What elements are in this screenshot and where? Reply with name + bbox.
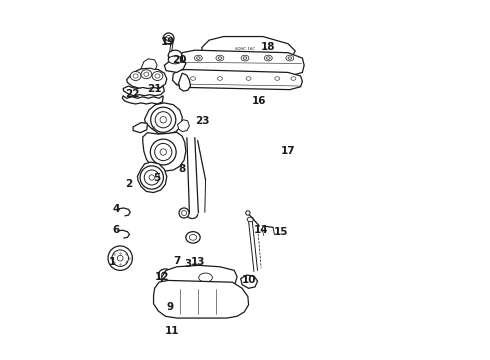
Text: 17: 17 [281, 146, 295, 156]
Ellipse shape [245, 211, 250, 215]
Text: 19: 19 [161, 37, 175, 47]
Ellipse shape [144, 72, 149, 76]
Ellipse shape [241, 55, 249, 61]
Polygon shape [153, 280, 248, 318]
Polygon shape [143, 166, 157, 178]
Ellipse shape [267, 57, 270, 59]
Ellipse shape [196, 57, 200, 59]
Ellipse shape [191, 77, 196, 80]
Text: 2: 2 [125, 179, 132, 189]
Text: 16: 16 [252, 96, 267, 106]
Ellipse shape [112, 250, 128, 266]
Text: 20: 20 [172, 55, 187, 65]
Polygon shape [141, 59, 157, 69]
Ellipse shape [133, 74, 138, 78]
Ellipse shape [275, 77, 280, 80]
Ellipse shape [130, 72, 141, 81]
Ellipse shape [151, 107, 176, 132]
Text: 11: 11 [165, 325, 180, 336]
Polygon shape [179, 73, 191, 91]
Text: 14: 14 [254, 225, 269, 235]
Text: 9: 9 [166, 302, 173, 312]
Text: 12: 12 [154, 272, 169, 282]
Ellipse shape [140, 166, 164, 189]
Polygon shape [162, 265, 237, 289]
Ellipse shape [161, 272, 170, 278]
Ellipse shape [155, 74, 160, 78]
Ellipse shape [190, 234, 196, 240]
Text: 18: 18 [261, 42, 275, 52]
Ellipse shape [117, 255, 123, 261]
Ellipse shape [163, 33, 174, 44]
Ellipse shape [246, 77, 251, 80]
Polygon shape [133, 123, 147, 133]
Ellipse shape [291, 77, 296, 80]
Text: 7: 7 [173, 256, 180, 266]
Text: 5: 5 [153, 173, 161, 183]
Polygon shape [145, 103, 182, 134]
Ellipse shape [216, 55, 224, 61]
Ellipse shape [168, 50, 182, 60]
Text: 6: 6 [112, 225, 120, 235]
Ellipse shape [155, 143, 172, 161]
Ellipse shape [144, 170, 159, 185]
Ellipse shape [160, 117, 167, 123]
Ellipse shape [247, 217, 254, 222]
Ellipse shape [288, 57, 292, 59]
Text: 13: 13 [191, 257, 206, 267]
Polygon shape [202, 37, 295, 62]
Ellipse shape [218, 77, 222, 80]
Ellipse shape [195, 55, 202, 61]
Polygon shape [172, 69, 302, 90]
Polygon shape [143, 132, 186, 171]
Ellipse shape [265, 55, 272, 61]
Polygon shape [137, 162, 167, 193]
Polygon shape [123, 86, 164, 96]
Ellipse shape [152, 72, 163, 81]
Ellipse shape [243, 57, 247, 59]
Text: 4: 4 [112, 204, 120, 214]
Ellipse shape [155, 112, 172, 128]
Text: 15: 15 [273, 227, 288, 237]
Text: 1: 1 [109, 257, 116, 267]
Ellipse shape [149, 175, 154, 180]
Ellipse shape [286, 55, 294, 61]
Polygon shape [164, 60, 186, 72]
Polygon shape [179, 50, 304, 76]
Text: 3: 3 [184, 259, 191, 269]
Ellipse shape [158, 269, 172, 281]
Polygon shape [241, 275, 258, 288]
Ellipse shape [179, 208, 189, 218]
Ellipse shape [181, 211, 187, 216]
Text: 23: 23 [196, 116, 210, 126]
Ellipse shape [166, 36, 171, 41]
Ellipse shape [160, 149, 167, 155]
Ellipse shape [150, 139, 176, 165]
Text: SOHC 16C: SOHC 16C [235, 47, 255, 51]
Text: 10: 10 [242, 275, 256, 285]
Ellipse shape [218, 57, 221, 59]
Ellipse shape [108, 246, 132, 270]
Ellipse shape [186, 231, 200, 243]
Polygon shape [126, 68, 167, 90]
Ellipse shape [141, 70, 152, 79]
Ellipse shape [168, 56, 182, 64]
Text: 21: 21 [147, 84, 162, 94]
Polygon shape [177, 120, 190, 132]
Ellipse shape [199, 273, 212, 282]
Polygon shape [122, 96, 163, 104]
Text: 8: 8 [179, 164, 186, 174]
Text: 22: 22 [125, 89, 139, 99]
